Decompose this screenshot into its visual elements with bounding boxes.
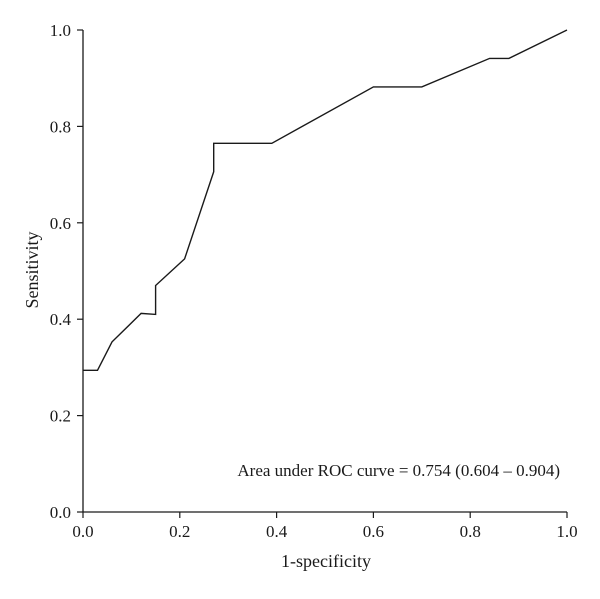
x-tick-label: 0.0 xyxy=(72,522,93,541)
x-axis-label: 1-specificity xyxy=(281,551,371,571)
y-tick-label: 0.6 xyxy=(50,214,71,233)
y-tick-label: 0.0 xyxy=(50,503,71,522)
x-tick-label: 0.2 xyxy=(169,522,190,541)
x-tick-label: 1.0 xyxy=(556,522,577,541)
y-tick-label: 0.4 xyxy=(50,310,72,329)
tick-marks xyxy=(77,29,568,518)
x-tick-label: 0.6 xyxy=(363,522,384,541)
axes xyxy=(82,30,567,513)
y-axis-label: Sensitivity xyxy=(22,231,42,308)
roc-curve-layer xyxy=(83,29,568,371)
auc-annotation: Area under ROC curve = 0.754 (0.604 – 0.… xyxy=(237,461,560,480)
y-tick-label: 1.0 xyxy=(50,21,71,40)
x-tick-label: 0.8 xyxy=(460,522,481,541)
roc-curve-line xyxy=(83,29,568,371)
labels-layer: 1-specificity Sensitivity Area under ROC… xyxy=(22,21,578,571)
y-tick-label: 0.2 xyxy=(50,407,71,426)
x-tick-label: 0.4 xyxy=(266,522,288,541)
y-tick-label: 0.8 xyxy=(50,117,71,136)
